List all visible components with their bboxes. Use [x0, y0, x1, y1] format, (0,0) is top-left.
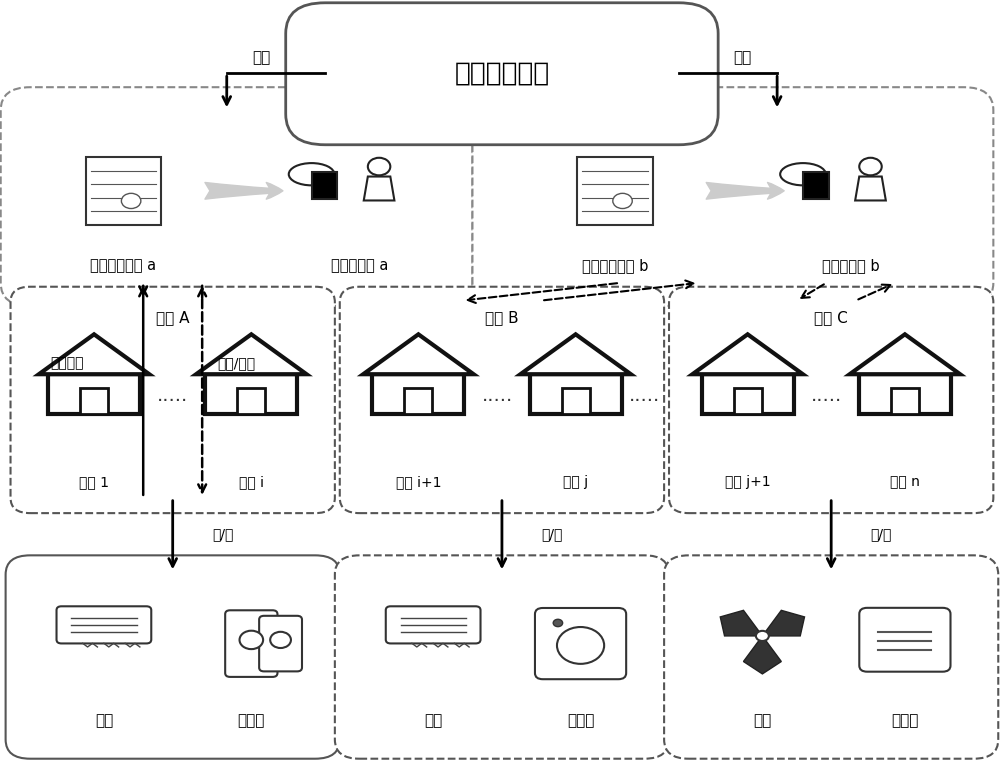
FancyBboxPatch shape: [259, 616, 302, 672]
Polygon shape: [762, 611, 805, 636]
Text: 洗衣机: 洗衣机: [567, 713, 594, 728]
FancyBboxPatch shape: [535, 608, 626, 679]
Text: 开/关: 开/关: [212, 527, 233, 541]
Text: 空调: 空调: [424, 713, 442, 728]
Circle shape: [756, 631, 769, 641]
Text: 空调: 空调: [753, 713, 772, 728]
Polygon shape: [850, 334, 960, 374]
Polygon shape: [530, 374, 622, 414]
FancyBboxPatch shape: [57, 606, 151, 643]
Text: ·····: ·····: [157, 393, 188, 411]
Polygon shape: [196, 334, 307, 374]
FancyBboxPatch shape: [80, 388, 108, 414]
Polygon shape: [720, 611, 762, 636]
FancyBboxPatch shape: [312, 172, 337, 199]
Circle shape: [553, 619, 563, 627]
FancyBboxPatch shape: [562, 388, 590, 414]
Text: 用户 i: 用户 i: [239, 475, 264, 489]
FancyBboxPatch shape: [472, 87, 993, 306]
Text: 用户 j+1: 用户 j+1: [725, 475, 770, 489]
Text: ·····: ·····: [811, 393, 842, 411]
Text: 调节指令: 调节指令: [50, 356, 83, 370]
Text: 用户 i+1: 用户 i+1: [396, 475, 441, 489]
Text: 指令: 指令: [252, 50, 270, 66]
Text: 区域 A: 区域 A: [156, 310, 189, 325]
Text: 负荷聚合商 b: 负荷聚合商 b: [822, 257, 880, 273]
Text: 负荷控制中心 b: 负荷控制中心 b: [582, 257, 648, 273]
FancyBboxPatch shape: [386, 606, 481, 643]
Text: ·····: ·····: [481, 393, 513, 411]
Polygon shape: [39, 334, 149, 374]
Circle shape: [121, 193, 141, 209]
FancyBboxPatch shape: [86, 157, 161, 225]
Polygon shape: [364, 176, 394, 200]
Ellipse shape: [289, 163, 334, 186]
Text: 电网调度中心: 电网调度中心: [454, 60, 550, 87]
FancyBboxPatch shape: [1, 87, 472, 306]
Text: 用户 1: 用户 1: [79, 475, 109, 489]
Ellipse shape: [780, 163, 826, 186]
Text: 参与/退出: 参与/退出: [217, 356, 255, 370]
FancyBboxPatch shape: [734, 388, 762, 414]
Text: 负荷控制中心 a: 负荷控制中心 a: [90, 257, 157, 273]
Circle shape: [557, 627, 604, 664]
Text: 区域 B: 区域 B: [485, 310, 519, 325]
Circle shape: [613, 193, 632, 209]
Text: 区域 C: 区域 C: [814, 310, 848, 325]
Polygon shape: [692, 334, 803, 374]
FancyBboxPatch shape: [404, 388, 432, 414]
Text: 热水器: 热水器: [238, 713, 265, 728]
Polygon shape: [363, 334, 474, 374]
FancyBboxPatch shape: [286, 3, 718, 145]
Polygon shape: [372, 374, 464, 414]
Polygon shape: [48, 374, 140, 414]
FancyBboxPatch shape: [803, 172, 829, 199]
Circle shape: [368, 158, 390, 175]
Polygon shape: [859, 374, 951, 414]
Circle shape: [270, 632, 291, 648]
FancyBboxPatch shape: [225, 611, 277, 677]
FancyBboxPatch shape: [340, 287, 664, 513]
Polygon shape: [855, 176, 886, 200]
Text: 开/关: 开/关: [870, 527, 892, 541]
FancyBboxPatch shape: [11, 287, 335, 513]
FancyBboxPatch shape: [6, 555, 340, 759]
Polygon shape: [702, 374, 794, 414]
Text: 用户 j: 用户 j: [563, 475, 588, 489]
Text: 洗碌机: 洗碌机: [891, 713, 919, 728]
Text: 用户 n: 用户 n: [890, 475, 920, 489]
Circle shape: [859, 158, 882, 175]
Polygon shape: [520, 334, 631, 374]
Polygon shape: [205, 374, 297, 414]
Text: 空调: 空调: [95, 713, 113, 728]
FancyBboxPatch shape: [237, 388, 265, 414]
FancyBboxPatch shape: [577, 157, 653, 225]
Text: 指令: 指令: [734, 50, 752, 66]
FancyBboxPatch shape: [335, 555, 669, 759]
FancyBboxPatch shape: [891, 388, 919, 414]
Text: 开/关: 开/关: [541, 527, 563, 541]
Text: 负荷聚合商 a: 负荷聚合商 a: [331, 257, 388, 273]
FancyBboxPatch shape: [669, 287, 993, 513]
FancyBboxPatch shape: [859, 608, 950, 672]
Circle shape: [240, 631, 263, 649]
Polygon shape: [743, 636, 781, 674]
FancyBboxPatch shape: [664, 555, 998, 759]
Text: ·····: ·····: [629, 393, 660, 411]
